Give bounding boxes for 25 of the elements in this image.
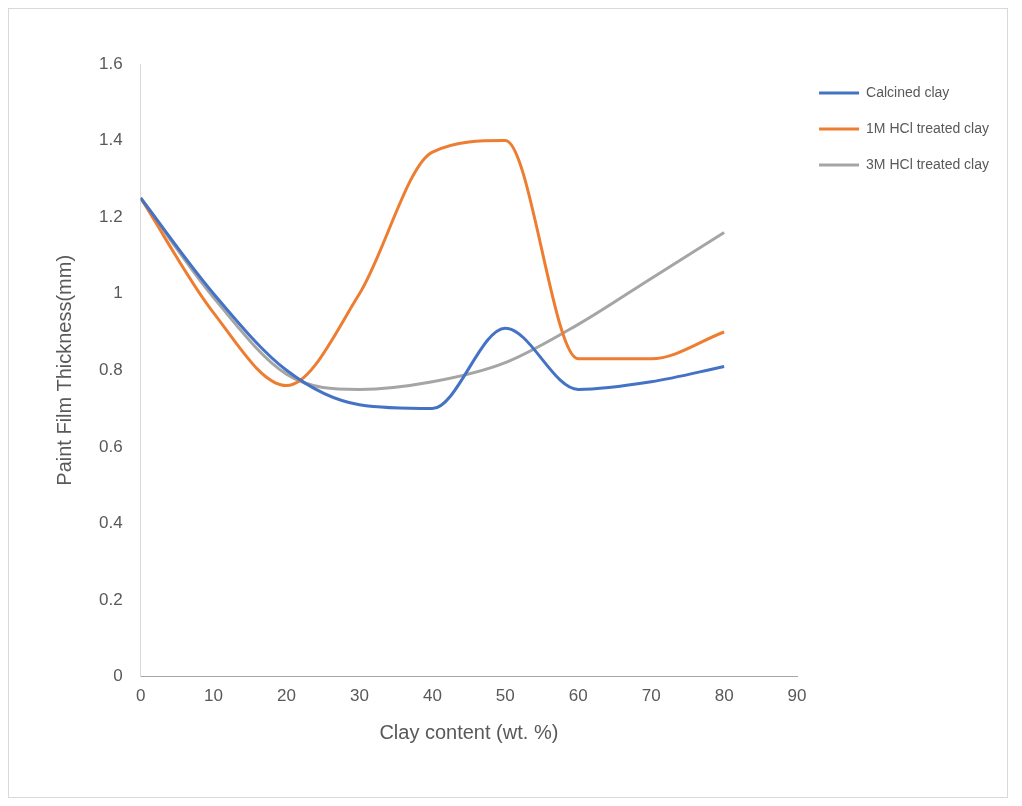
x-tick-label: 20 (277, 686, 296, 706)
x-tick-label: 40 (422, 686, 442, 706)
y-tick-label: 1.6 (98, 53, 123, 73)
y-axis-title: Paint Film Thickness(mm) (52, 254, 75, 486)
x-axis-title: Clay content (wt. %) (379, 720, 559, 743)
x-tick-label: 30 (349, 686, 369, 706)
y-tick-label: 0 (113, 666, 123, 686)
y-tick-label: 1.4 (98, 130, 123, 150)
x-tick-label: 60 (568, 686, 588, 706)
x-tick-label: 70 (641, 686, 661, 706)
y-tick-label: 0.4 (98, 513, 123, 533)
y-tick-label: 0.6 (98, 436, 123, 456)
x-tick-label: 80 (714, 686, 734, 706)
legend-label: 3M HCl treated clay (866, 155, 990, 172)
y-tick-label: 0.2 (98, 589, 123, 609)
y-tick-label: 1 (113, 283, 123, 303)
y-tick-label: 0.8 (98, 359, 123, 379)
legend-label: Calcined clay (866, 83, 950, 100)
x-tick-label: 10 (204, 686, 224, 706)
legend-label: 1M HCl treated clay (866, 119, 990, 136)
x-tick-label: 0 (135, 686, 146, 706)
x-tick-label: 50 (495, 686, 515, 706)
y-tick-label: 1.2 (98, 206, 123, 226)
x-tick-label: 90 (787, 686, 807, 706)
line-series (140, 139, 726, 388)
